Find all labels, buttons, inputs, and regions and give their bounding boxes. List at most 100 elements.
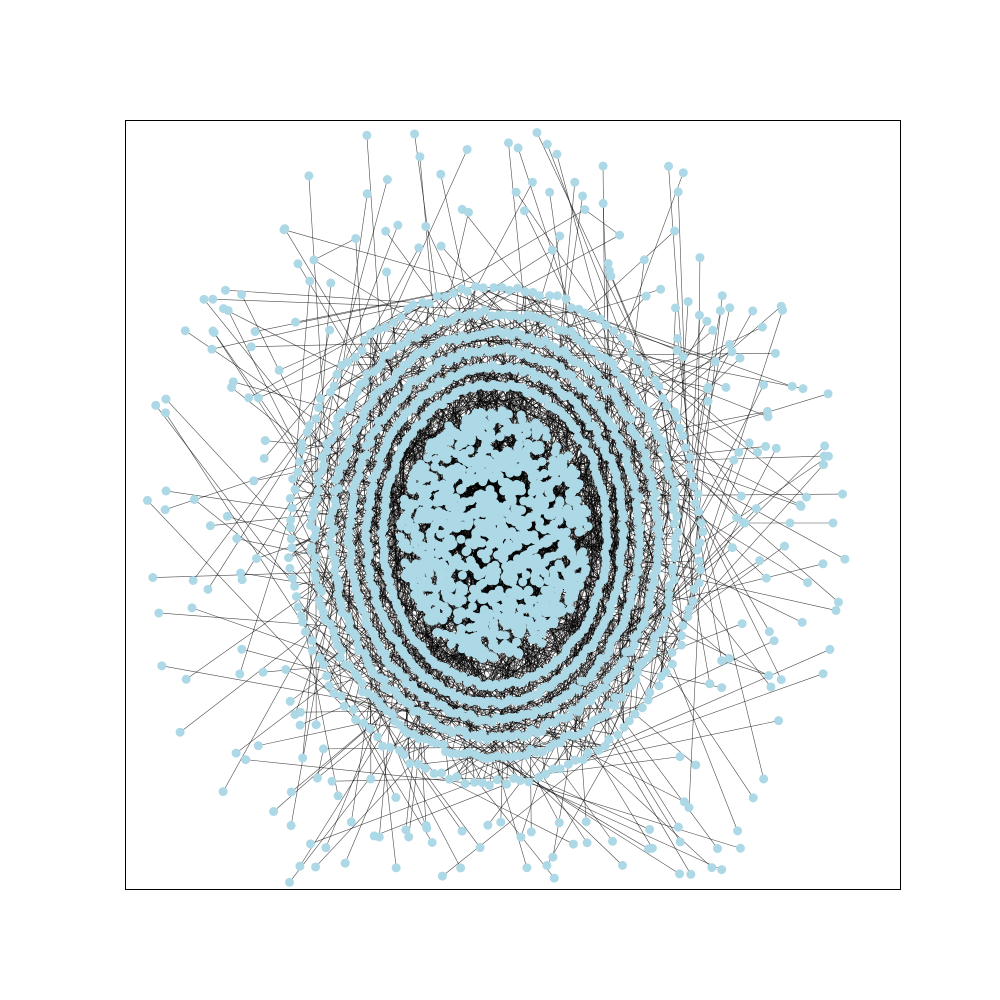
graph-node [504,285,514,295]
graph-node [314,595,324,605]
graph-node [414,243,424,253]
graph-node [357,346,367,356]
graph-edge [546,616,689,866]
graph-node [543,481,553,491]
graph-node [556,607,566,617]
graph-node [311,414,321,424]
graph-node [423,613,433,623]
graph-node [505,608,515,618]
graph-edge [690,315,700,475]
graph-node [524,595,534,605]
graph-node [466,555,476,565]
graph-node [578,755,588,765]
graph-edge [693,589,772,688]
graph-node [819,460,829,470]
graph-node [549,616,559,626]
graph-node [513,586,523,596]
graph-node [501,547,511,557]
graph-node [548,565,558,575]
graph-node [559,466,569,476]
graph-edge [292,478,713,868]
graph-edge [310,781,475,845]
graph-node [465,623,475,633]
graph-node [633,556,643,566]
graph-node [542,139,552,149]
graph-edge [621,172,684,338]
graph-node [563,512,573,522]
graph-edge [165,412,383,747]
graph-node [503,457,513,467]
graph-node [641,291,651,301]
graph-node [656,284,666,294]
graph-node [430,462,440,472]
graph-node [407,477,417,487]
graph-node [395,532,405,542]
graph-node [439,561,449,571]
graph-node [307,645,317,655]
graph-node [529,544,539,554]
graph-node [710,357,720,367]
graph-node [567,487,577,497]
graph-edge [515,191,681,429]
graph-node [438,479,448,489]
graph-edge [568,673,824,765]
graph-node [253,741,263,751]
graph-node [518,577,528,587]
graph-edge [679,428,744,523]
graph-node [823,389,833,399]
graph-node [389,318,399,328]
graph-node [553,502,563,512]
graph-node [537,502,547,512]
graph-node [343,357,353,367]
graph-edge [526,485,636,698]
graph-node [415,531,425,541]
graph-node [513,143,523,153]
graph-node [405,501,415,511]
graph-node [689,584,699,594]
graph-node [306,839,316,849]
graph-node [457,826,467,836]
graph-edge [637,359,807,498]
graph-node [493,456,503,466]
graph-node [495,432,505,442]
graph-node [548,852,558,862]
graph-node [434,548,444,558]
graph-node [290,581,300,591]
graph-node [381,226,391,236]
graph-node [818,559,828,569]
graph-node [352,639,362,649]
graph-node [298,753,308,763]
graph-node [472,634,482,644]
graph-node [468,584,478,594]
graph-node [409,524,419,534]
graph-node [381,322,391,332]
graph-node [157,661,167,671]
graph-node [258,667,268,677]
graph-node [519,206,529,216]
graph-node [481,593,491,603]
graph-node [463,207,473,217]
graph-edge [606,529,658,715]
graph-node [309,506,319,516]
graph-node [287,573,297,583]
graph-node [694,556,704,566]
graph-node [469,612,479,622]
graph-node [622,684,632,694]
graph-node [457,624,467,634]
graph-node [218,787,228,797]
graph-node [681,443,691,453]
graph-edge [361,350,802,507]
graph-node [531,426,541,436]
graph-node [509,773,519,783]
graph-node [670,553,680,563]
graph-node [568,839,578,849]
graph-node [759,380,769,390]
graph-node [578,191,588,201]
graph-node [330,495,340,505]
graph-edge [381,295,558,365]
graph-node [557,540,567,550]
graph-node [402,510,412,520]
graph-node [521,450,531,460]
graph-edge [289,568,504,758]
graph-node [598,161,608,171]
